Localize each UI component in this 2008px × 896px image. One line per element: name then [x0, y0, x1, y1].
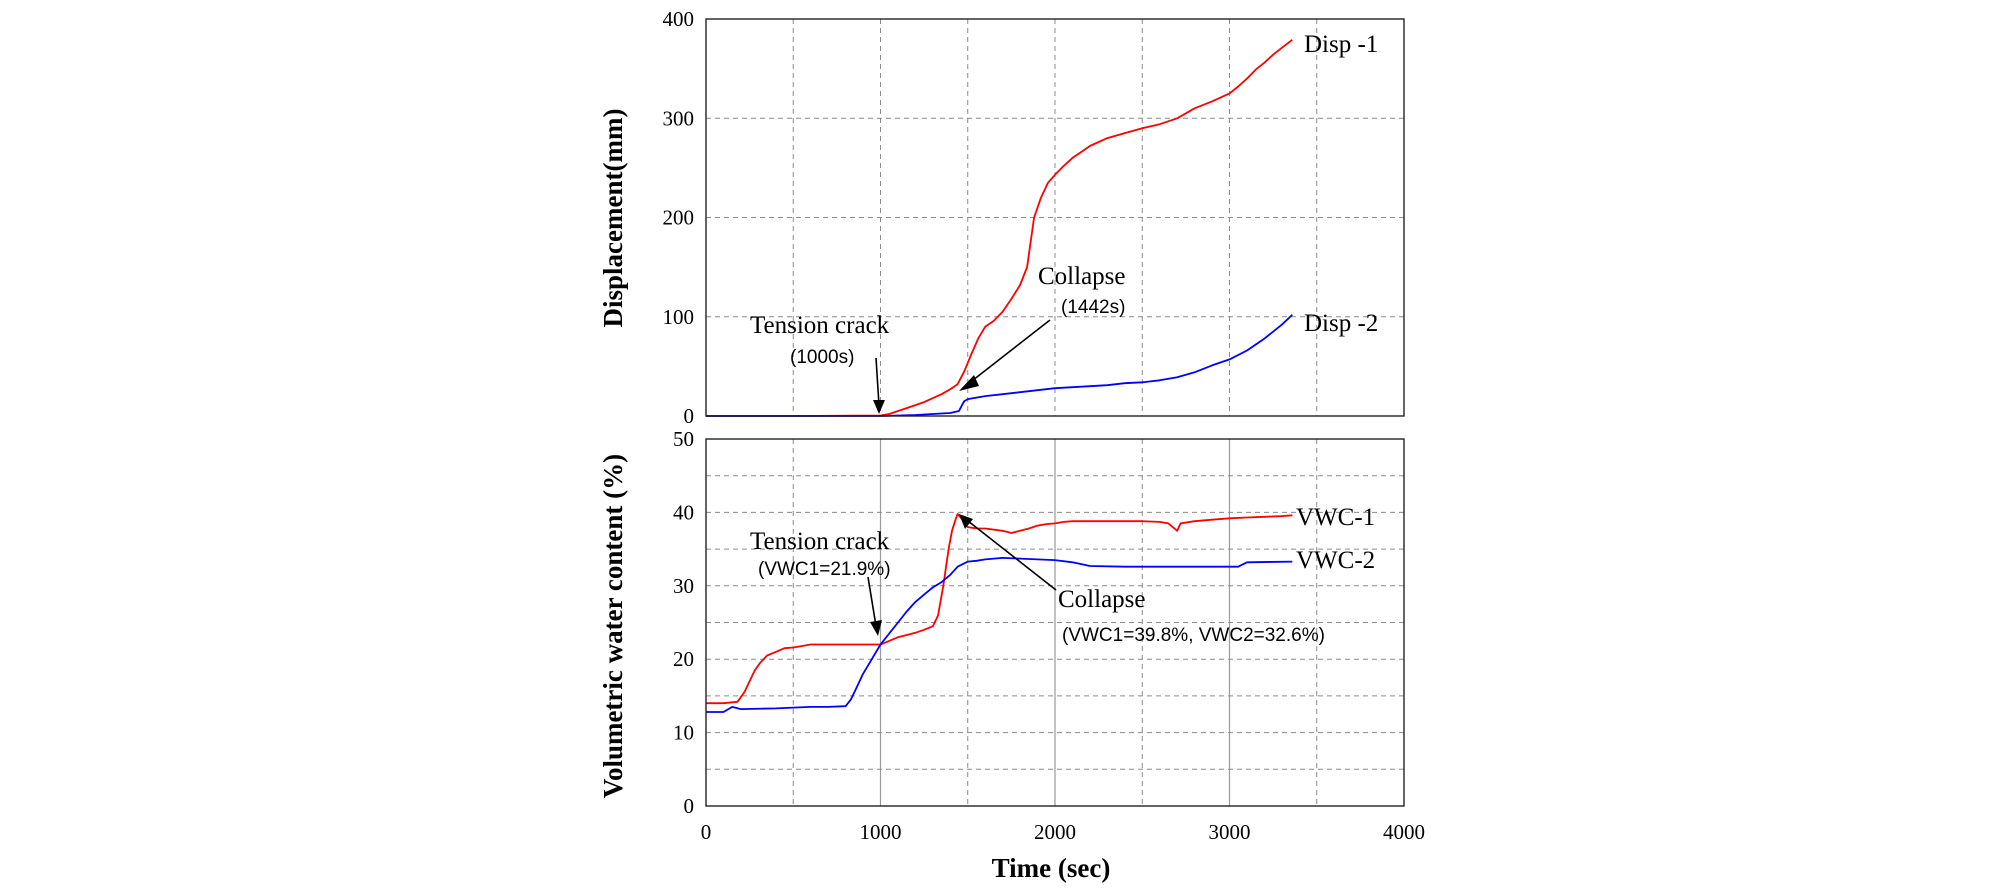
vwc-y-tick-label: 50 [673, 427, 694, 451]
vwc-y-tick-label: 30 [673, 574, 694, 598]
arrowhead-tension-crack-displacement [873, 400, 885, 414]
displacement-axis-title: Displacement(mm) [598, 109, 628, 328]
vwc-plot-frame [705, 438, 1405, 807]
vwc-x-ticks: 0 1000 2000 3000 4000 [701, 820, 1425, 844]
legend-vwc-2: VWC-2 [1296, 547, 1375, 574]
time-x-tick-label: 2000 [1034, 820, 1076, 844]
vwc-y-tick-label: 0 [684, 794, 695, 818]
vwc-y-tick-label: 20 [673, 647, 694, 671]
arrowhead-tension-crack-vwc [870, 620, 882, 636]
time-x-tick-label: 0 [701, 820, 712, 844]
vwc-chart: 0 10 20 30 40 50 0 1000 2000 3000 4000 Volumetric… [598, 427, 1425, 883]
displacement-y-tick-label: 200 [663, 206, 695, 230]
vwc-axis-title: Volumetric water content (%) [598, 454, 628, 798]
displacement-y-tick-label: 400 [663, 7, 695, 31]
vwc-y-tick-label: 40 [673, 500, 694, 524]
displacement-y-ticks: 0 100 200 300 400 [663, 7, 695, 428]
displacement-y-tick-label: 0 [684, 404, 695, 428]
displacement-plot-frame [705, 18, 1405, 417]
displacement-y-tick-label: 300 [663, 106, 695, 130]
displacement-y-tick-label: 100 [663, 305, 695, 329]
displacement-series [706, 39, 1293, 417]
series-line-disp-1 [706, 39, 1293, 417]
arrow-tension-crack-vwc [867, 576, 877, 627]
annotation-vwc-collapse-values: (VWC1=39.8%, VWC2=32.6%) [1062, 625, 1325, 646]
series-line-vwc-2 [706, 557, 1293, 713]
vwc-grid [706, 439, 1404, 806]
vwc-y-ticks: 0 10 20 30 40 50 [673, 427, 694, 818]
annotation-tension-crack-title: Tension crack [750, 312, 890, 339]
legend-disp-2: Disp -2 [1304, 310, 1378, 337]
legend-vwc-1: VWC-1 [1296, 504, 1375, 531]
arrow-tension-crack-displacement [875, 357, 880, 406]
time-x-tick-label: 3000 [1209, 820, 1251, 844]
annotation-vwc-tension-crack-value: (VWC1=21.9%) [758, 559, 891, 580]
arrow-collapse-vwc [967, 520, 1057, 591]
annotation-collapse-time: (1442s) [1061, 297, 1125, 318]
series-line-disp-2 [706, 314, 1293, 417]
annotation-tension-crack-time: (1000s) [790, 347, 854, 368]
annotation-vwc-collapse-title: Collapse [1058, 586, 1146, 613]
annotation-vwc-tension-crack-title: Tension crack [750, 528, 890, 555]
arrow-collapse-displacement [967, 319, 1051, 385]
time-x-tick-label: 4000 [1383, 820, 1425, 844]
vwc-y-tick-label: 10 [673, 721, 694, 745]
time-axis-title: Time (sec) [992, 853, 1111, 883]
arrowhead-collapse-vwc [959, 514, 973, 529]
displacement-grid [706, 19, 1404, 416]
arrowhead-collapse-displacement [959, 375, 979, 391]
annotation-collapse-title: Collapse [1038, 263, 1126, 290]
time-x-tick-label: 1000 [860, 820, 902, 844]
displacement-chart: 0 100 200 300 400 Displacement(mm) Disp -1 D… [598, 7, 1405, 428]
legend-disp-1: Disp -1 [1304, 31, 1378, 58]
